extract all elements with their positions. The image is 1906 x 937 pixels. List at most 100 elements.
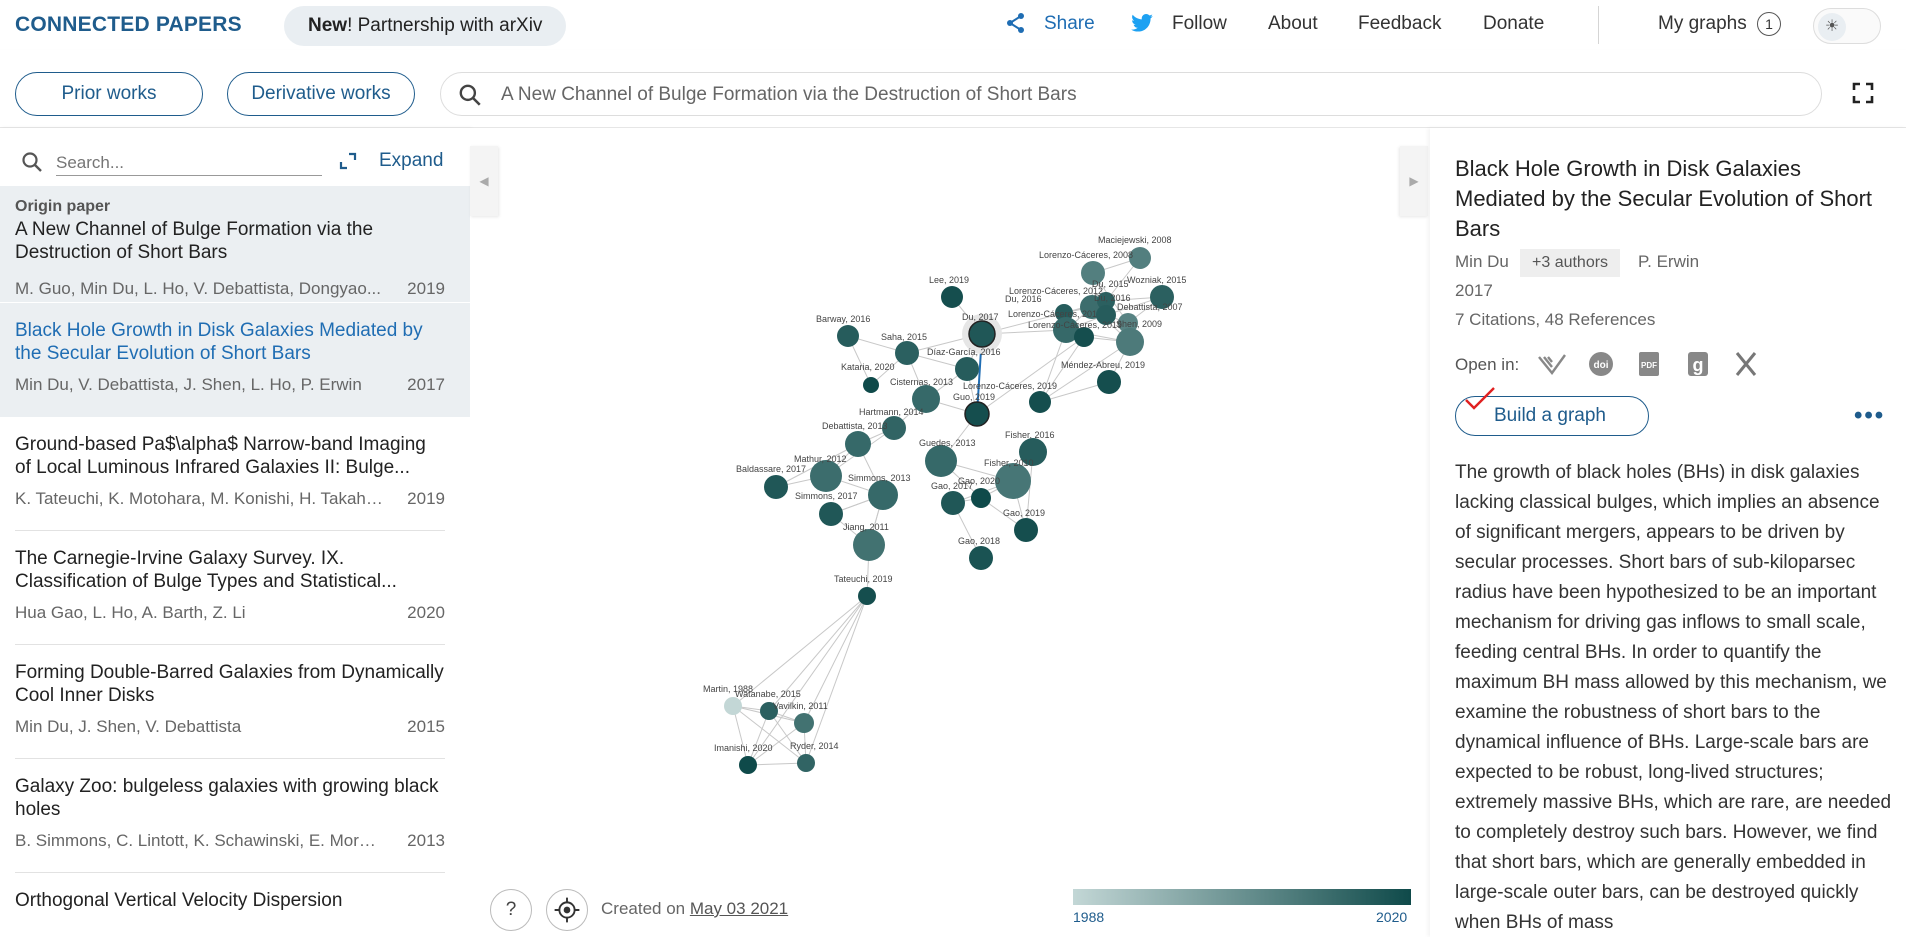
list-item[interactable]: The Carnegie-Irvine Galaxy Survey. IX. C…	[0, 531, 470, 645]
graph-node[interactable]: Kataria, 2020	[841, 362, 895, 393]
graph-node[interactable]: Jiang, 2011	[843, 522, 889, 561]
graph-node-circle[interactable]	[858, 587, 876, 605]
graph-node[interactable]: Díaz-García, 2016	[927, 347, 1001, 381]
help-button[interactable]: ?	[490, 889, 532, 931]
graph-node-circle[interactable]	[995, 463, 1031, 499]
graph-node-circle[interactable]	[819, 502, 843, 526]
graph-node-circle[interactable]	[797, 754, 815, 772]
graph-node[interactable]: Lee, 2019	[929, 275, 969, 308]
about-link[interactable]: About	[1268, 13, 1318, 34]
graph-node[interactable]: Baldassare, 2017	[736, 464, 806, 499]
graph-node[interactable]: Lorenzo-Cáceres, 2019	[963, 381, 1057, 413]
graph-node[interactable]: Martin, 1988	[703, 684, 753, 715]
detail-author-first[interactable]: Min Du	[1455, 252, 1509, 271]
graph-canvas[interactable]: Maciejewski, 2008 Lorenzo-Cáceres, 2008 Wo…	[470, 128, 1430, 937]
graph-node[interactable]: Mathur, 2012	[794, 454, 847, 492]
graph-node-circle[interactable]	[1074, 327, 1094, 347]
graph-node-circle[interactable]	[760, 702, 778, 720]
created-date-link[interactable]: May 03 2021	[689, 899, 789, 918]
graph-node[interactable]: Du, 2017	[962, 312, 1002, 354]
more-options-icon[interactable]: •••	[1854, 402, 1886, 429]
list-item[interactable]: Ground-based Pa$\alpha$ Narrow-band Imag…	[0, 417, 470, 531]
graph-node[interactable]: Hartmann, 2014	[859, 407, 924, 440]
graph-node-circle[interactable]	[912, 385, 940, 413]
graph-node[interactable]: Gao, 2018	[958, 536, 1000, 570]
graph-node[interactable]: Shen, 2009	[1116, 319, 1162, 356]
graph-node-circle[interactable]	[810, 460, 842, 492]
doi-icon[interactable]: doi	[1585, 348, 1617, 380]
graph-node-circle[interactable]	[845, 431, 871, 457]
graph-node-circle[interactable]	[1014, 518, 1038, 542]
origin-paper-item[interactable]: Origin paper A New Channel of Bulge Form…	[0, 186, 470, 302]
follow-link[interactable]: Follow	[1172, 13, 1227, 34]
graph-node-circle[interactable]	[1118, 313, 1138, 333]
share-icon[interactable]	[1005, 12, 1027, 34]
graph-node-circle[interactable]	[1081, 261, 1105, 285]
list-item[interactable]: Forming Double-Barred Galaxies from Dyna…	[0, 645, 470, 759]
graph-node-circle[interactable]	[1019, 438, 1047, 466]
graph-node[interactable]: Fisher, 2010	[984, 458, 1034, 499]
paper-search-value[interactable]: A New Channel of Bulge Formation via the…	[501, 84, 1077, 105]
expand-icon[interactable]	[338, 151, 358, 171]
collapse-left-panel-button[interactable]: ◀	[470, 146, 498, 216]
graph-node[interactable]: Vavilkin, 2011	[773, 701, 828, 733]
announcement-pill[interactable]: New! Partnership with arXiv	[284, 6, 567, 46]
citation-graph[interactable]: Maciejewski, 2008 Lorenzo-Cáceres, 2008 Wo…	[470, 128, 1430, 937]
graph-node[interactable]: Fisher, 2016	[1005, 430, 1055, 466]
graph-node[interactable]: Imanishi, 2020	[714, 743, 773, 774]
site-logo[interactable]: CONNECTED PAPERS	[15, 13, 242, 36]
recenter-icon[interactable]	[546, 889, 588, 931]
graph-node-circle[interactable]	[868, 480, 898, 510]
graph-node-circle[interactable]	[853, 529, 885, 561]
graph-node-circle[interactable]	[739, 756, 757, 774]
graph-node-circle[interactable]	[794, 713, 814, 733]
graph-node-circle[interactable]	[1129, 247, 1151, 269]
graph-node[interactable]: Lorenzo-Cáceres, 2019	[1028, 320, 1122, 347]
graph-node-circle[interactable]	[863, 377, 879, 393]
graph-node-circle[interactable]	[1116, 328, 1144, 356]
graph-node-circle[interactable]	[971, 488, 991, 508]
graph-node-circle[interactable]	[969, 546, 993, 570]
theme-toggle[interactable]: ☀	[1813, 8, 1881, 44]
fullscreen-icon[interactable]	[1845, 75, 1881, 111]
list-item[interactable]: Black Hole Growth in Disk Galaxies Media…	[0, 303, 470, 417]
graph-node-circle[interactable]	[955, 357, 979, 381]
x-icon[interactable]	[1730, 348, 1762, 380]
graph-node[interactable]: Guedes, 2013	[919, 438, 976, 477]
prior-works-button[interactable]: Prior works	[15, 72, 203, 116]
twitter-icon[interactable]	[1131, 14, 1153, 32]
graph-node[interactable]: Simmons, 2013	[848, 473, 911, 510]
graph-node[interactable]: Méndez-Abreu, 2019	[1061, 360, 1145, 394]
graph-node-circle[interactable]	[925, 445, 957, 477]
graph-node[interactable]: Debattista, 2007	[1117, 302, 1183, 333]
graph-node-circle[interactable]	[1029, 391, 1051, 413]
graph-node[interactable]: Du, 2015	[1092, 279, 1129, 310]
graph-node[interactable]: Lorenzo-Cáceres, 2013	[1008, 309, 1102, 343]
graph-node[interactable]: Du, 2016	[1094, 293, 1131, 325]
graph-node-circle[interactable]	[1097, 370, 1121, 394]
paper-search-bar[interactable]: A New Channel of Bulge Formation via the…	[440, 72, 1822, 116]
list-item[interactable]: Galaxy Zoo: bulgeless galaxies with grow…	[0, 759, 470, 873]
graph-node-circle[interactable]	[764, 475, 788, 499]
graph-node[interactable]: Wozniak, 2015	[1127, 275, 1186, 309]
graph-node-circle[interactable]	[1097, 292, 1115, 310]
graph-node-circle[interactable]	[968, 320, 996, 348]
graph-node[interactable]: Gao, 2017	[931, 481, 973, 515]
my-graphs-link[interactable]: My graphs	[1658, 13, 1747, 34]
graph-node[interactable]: Debattista, 2013	[822, 421, 888, 457]
google-scholar-icon[interactable]: g	[1682, 348, 1714, 380]
graph-node-circle[interactable]	[964, 401, 990, 427]
graph-node[interactable]: Tateuchi, 2019	[834, 574, 893, 605]
graph-node-circle[interactable]	[1150, 285, 1174, 309]
feedback-link[interactable]: Feedback	[1358, 13, 1442, 34]
graph-node-circle[interactable]	[1053, 317, 1079, 343]
more-authors-button[interactable]: +3 authors	[1520, 249, 1621, 277]
semantic-scholar-icon[interactable]	[1536, 348, 1568, 380]
graph-node[interactable]: Gao, 2019	[1003, 508, 1045, 542]
list-search-input[interactable]	[56, 150, 322, 176]
graph-node[interactable]: Saha, 2015	[881, 332, 927, 365]
graph-node[interactable]: Simmons, 2017	[795, 491, 858, 526]
list-item[interactable]: Orthogonal Vertical Velocity Dispersion	[0, 873, 470, 937]
graph-node-circle[interactable]	[941, 491, 965, 515]
expand-button[interactable]: Expand	[379, 150, 444, 171]
